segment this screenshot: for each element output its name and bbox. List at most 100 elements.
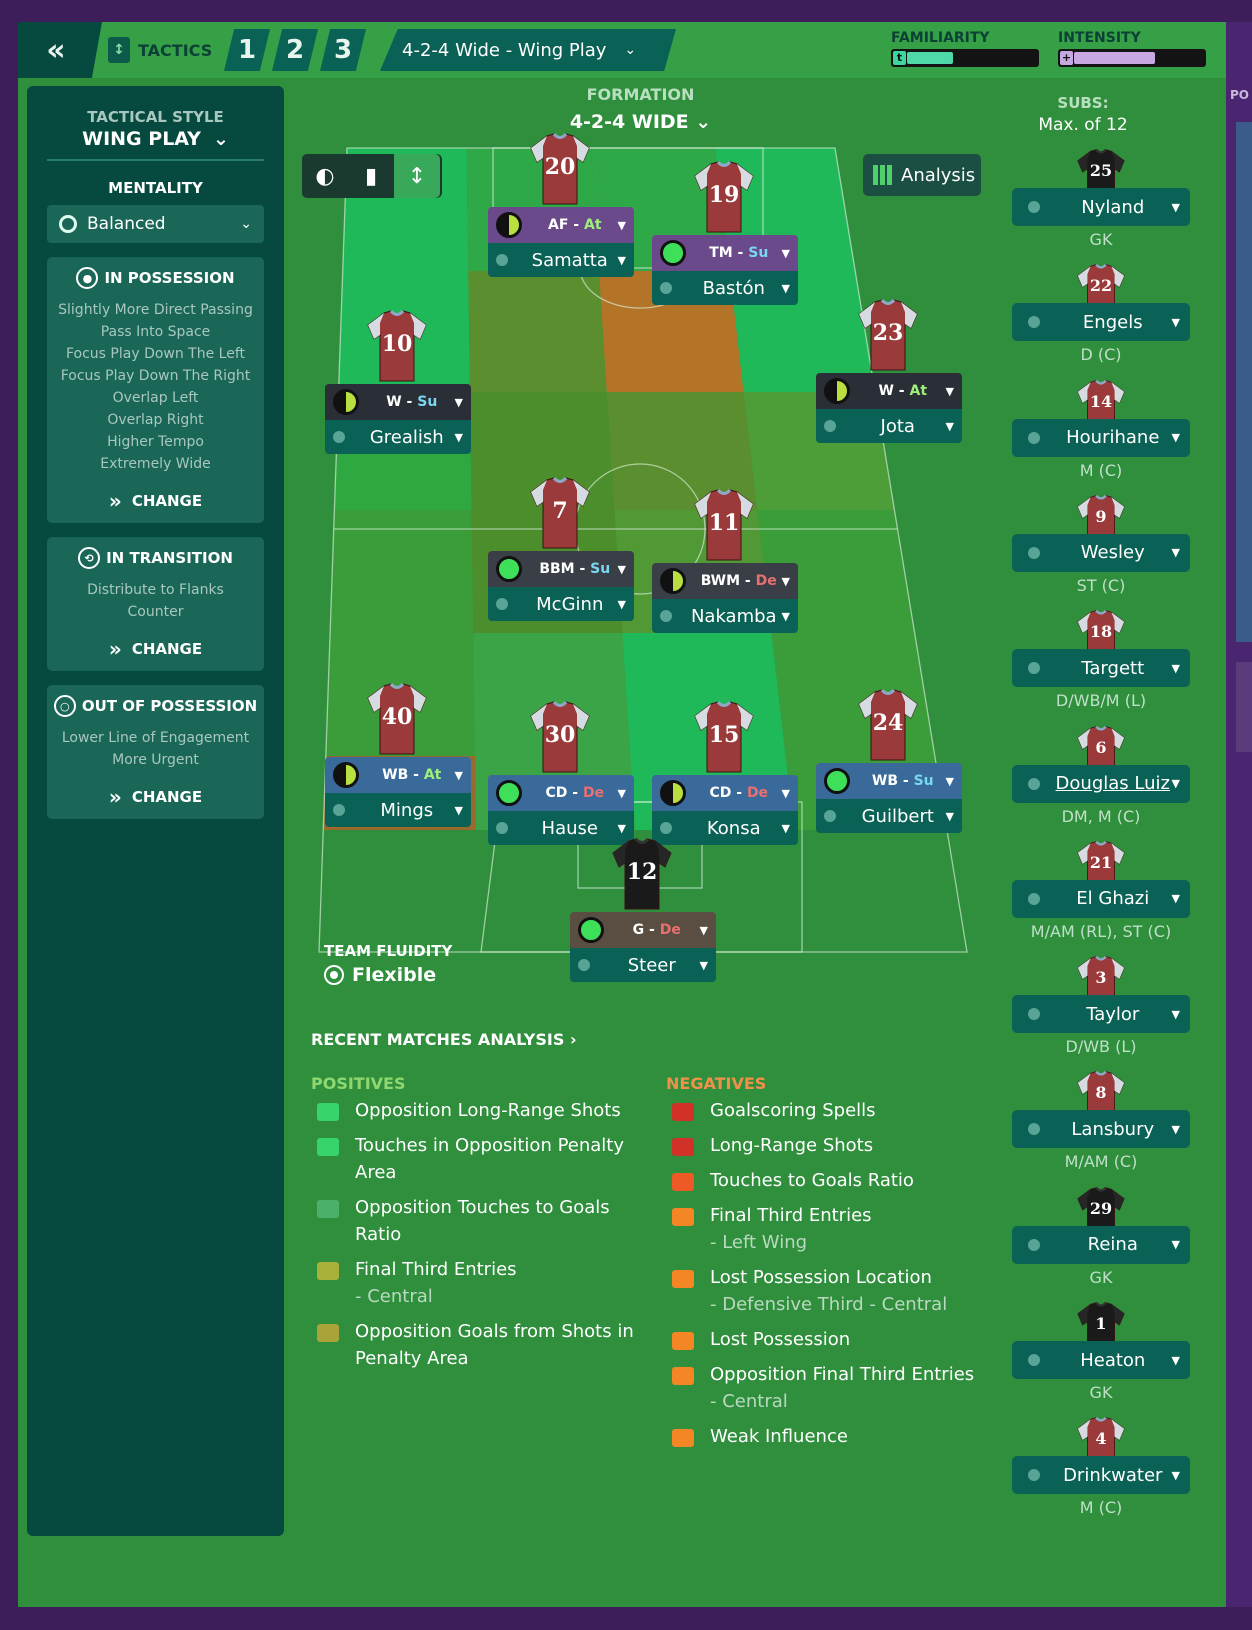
- role-selector[interactable]: BWM - De ▼: [652, 563, 798, 599]
- sub-selector[interactable]: Nyland ▼: [1012, 188, 1190, 226]
- sub-selector[interactable]: Douglas Luiz ▼: [1012, 764, 1190, 803]
- tactic-name: 4-2-4 Wide - Wing Play: [402, 39, 607, 61]
- intensity-meter[interactable]: INTENSITY +: [1058, 30, 1206, 67]
- instruction-item: Higher Tempo: [107, 434, 204, 450]
- tactics-tab[interactable]: ↕ TACTICS: [108, 30, 248, 70]
- tactics-view-button[interactable]: ↕: [394, 154, 440, 198]
- sub-selector[interactable]: Engels ▼: [1012, 303, 1190, 342]
- shirt-number: 21: [1089, 852, 1113, 872]
- edge-strip: [1236, 122, 1252, 642]
- in-possession-change-button[interactable]: » CHANGE: [47, 489, 264, 513]
- recent-matches-analysis-link[interactable]: RECENT MATCHES ANALYSIS ›: [311, 1030, 577, 1049]
- pitch-zone: [473, 633, 631, 756]
- mentality-icon: [59, 215, 77, 233]
- sub-selector[interactable]: Hourihane ▼: [1012, 418, 1190, 457]
- player-selector[interactable]: Grealish ▼: [325, 420, 471, 454]
- formation-selector[interactable]: FORMATION 4-2-4 WIDE ⌄: [553, 85, 728, 133]
- analysis-subtext: - Left Wing: [710, 1232, 808, 1253]
- analysis-button[interactable]: Analysis: [863, 154, 981, 196]
- analysis-item: Touches to Goals Ratio: [666, 1167, 1006, 1194]
- in-transition-change-button[interactable]: » CHANGE: [47, 637, 264, 661]
- analysis-text: Goalscoring Spells: [710, 1100, 876, 1121]
- instruction-item: Focus Play Down The Right: [60, 368, 251, 384]
- back-button[interactable]: «: [18, 22, 102, 78]
- sub-selector[interactable]: Reina ▼: [1012, 1225, 1190, 1264]
- shirt-icon: 20: [529, 132, 591, 206]
- role-selector[interactable]: AF - At ▼: [488, 207, 634, 243]
- shirt-number: 8: [1095, 1083, 1107, 1103]
- mentality-dropdown[interactable]: Balanced ⌄: [47, 205, 264, 243]
- sub-selector[interactable]: Targett ▼: [1012, 649, 1190, 688]
- sub-name: Lansbury: [1071, 1118, 1155, 1140]
- player-selector[interactable]: McGinn ▼: [488, 587, 634, 621]
- sub-selector[interactable]: Wesley ▼: [1012, 533, 1190, 572]
- chevron-down-icon: ▼: [699, 958, 708, 972]
- stats-view-button[interactable]: ▮: [348, 154, 394, 198]
- familiarity-label: FAMILIARITY: [891, 30, 990, 46]
- chevron-down-icon: ▼: [1171, 546, 1180, 560]
- chevron-down-icon: ▼: [781, 574, 790, 588]
- analysis-text: Weak Influence: [710, 1426, 848, 1447]
- pitch-zone: [606, 392, 758, 510]
- person-icon: [578, 959, 590, 971]
- person-icon: [824, 420, 836, 432]
- player-selector[interactable]: Bastón ▼: [652, 271, 798, 305]
- tactic-selector[interactable]: 4-2-4 Wide - Wing Play ⌄: [380, 29, 676, 71]
- role-selector[interactable]: W - At ▼: [816, 373, 962, 409]
- thumbs-up-icon: [317, 1262, 339, 1280]
- out-of-possession-change-button[interactable]: » CHANGE: [47, 785, 264, 809]
- half-circle-icon: ◐: [315, 163, 335, 189]
- analysis-item: Touches in Opposition Penalty Area: [311, 1132, 651, 1186]
- role-label: G - De: [632, 922, 681, 938]
- player-selector[interactable]: Nakamba ▼: [652, 599, 798, 633]
- analysis-text: Touches to Goals Ratio: [710, 1170, 914, 1191]
- role-selector[interactable]: G - De ▼: [570, 912, 716, 948]
- sub-selector[interactable]: Taylor ▼: [1012, 995, 1190, 1034]
- chevron-down-icon: ▼: [617, 597, 626, 611]
- sub-position: GK: [1089, 230, 1113, 249]
- role-selector[interactable]: CD - De ▼: [652, 775, 798, 811]
- role-suitability-icon: [824, 768, 850, 794]
- role-suitability-icon: [660, 240, 686, 266]
- chevron-down-icon: ▼: [617, 786, 626, 800]
- shirt-icon: [367, 682, 427, 755]
- familiarity-meter[interactable]: FAMILIARITY t: [891, 30, 1039, 67]
- role-selector[interactable]: BBM - Su ▼: [488, 551, 634, 587]
- contrast-view-button[interactable]: ◐: [302, 154, 348, 198]
- person-icon: [1028, 1354, 1040, 1366]
- player-selector[interactable]: Mings ▼: [325, 793, 471, 827]
- tactical-style-selector[interactable]: WING PLAY ⌄: [27, 128, 284, 150]
- role-selector[interactable]: W - Su ▼: [325, 384, 471, 420]
- chevron-down-icon: ▼: [945, 384, 954, 398]
- person-icon: [660, 282, 672, 294]
- thumbs-down-icon: [672, 1138, 694, 1156]
- role-duty: De: [582, 785, 605, 801]
- role-label: AF - At: [548, 217, 602, 233]
- role-selector[interactable]: CD - De ▼: [488, 775, 634, 811]
- player-selector[interactable]: Hause ▼: [488, 811, 634, 845]
- thumbs-down-icon: [672, 1208, 694, 1226]
- sub-selector[interactable]: Drinkwater ▼: [1012, 1456, 1190, 1495]
- shirt-number: 22: [1089, 276, 1113, 296]
- player-selector[interactable]: Steer ▼: [570, 948, 716, 982]
- chevron-down-icon: ▼: [699, 923, 708, 937]
- shirt-icon: [530, 132, 590, 205]
- sub-name: Nyland: [1081, 196, 1145, 218]
- sub-selector[interactable]: Heaton ▼: [1012, 1341, 1190, 1379]
- player-selector[interactable]: Samatta ▼: [488, 243, 634, 277]
- role-suitability-icon: [660, 568, 686, 594]
- player-selector[interactable]: Jota ▼: [816, 409, 962, 443]
- sub-selector[interactable]: Lansbury ▼: [1012, 1110, 1190, 1149]
- in-possession-title: IN POSSESSION: [104, 269, 235, 287]
- in-transition-box: ⟲ IN TRANSITION Distribute to Flanks Count…: [47, 537, 264, 671]
- sub-name: Wesley: [1080, 542, 1145, 564]
- role-selector[interactable]: TM - Su ▼: [652, 235, 798, 271]
- role-selector[interactable]: WB - Su ▼: [816, 763, 962, 799]
- sub-name: Drinkwater: [1063, 1464, 1163, 1486]
- player-selector[interactable]: Guilbert ▼: [816, 799, 962, 833]
- player-selector[interactable]: Konsa ▼: [652, 811, 798, 845]
- sub-selector[interactable]: El Ghazi ▼: [1012, 879, 1190, 918]
- shirt-icon: [612, 837, 672, 910]
- person-icon: [333, 431, 345, 443]
- role-selector[interactable]: WB - At ▼: [325, 757, 471, 793]
